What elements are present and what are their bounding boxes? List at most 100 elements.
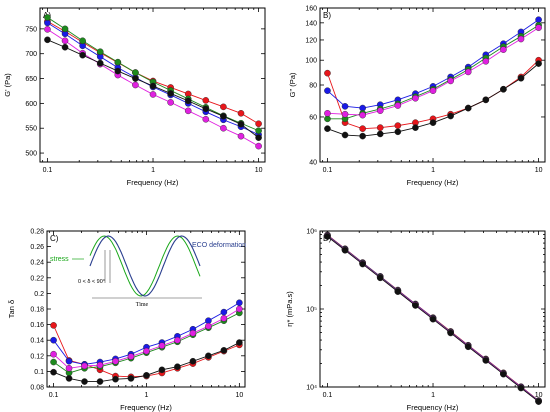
chart-panel-2: 0.1 1 10 40 60 80 100 120 140 160 Frequency (Hz) G"… bbox=[288, 6, 546, 187]
phase-inset: stress ECO deformation 0 < δ < 90° Time bbox=[50, 235, 246, 308]
data-point bbox=[255, 127, 262, 135]
plot-frame bbox=[39, 7, 266, 163]
x-axis-title: Frequency (Hz) bbox=[127, 178, 179, 187]
x-tick-label: 1 bbox=[151, 167, 155, 174]
data-point bbox=[447, 329, 454, 337]
data-point bbox=[149, 91, 157, 98]
plot-frame bbox=[46, 230, 246, 388]
x-tick-label: 1 bbox=[431, 392, 435, 399]
y-tick-label: 0.08 bbox=[30, 385, 44, 392]
series-5 bbox=[44, 36, 262, 141]
data-point bbox=[189, 329, 197, 337]
data-point bbox=[132, 75, 139, 82]
y-tick-label: 700 bbox=[25, 51, 37, 58]
data-point bbox=[202, 115, 210, 123]
data-point bbox=[482, 96, 490, 104]
data-point bbox=[324, 125, 331, 132]
data-point bbox=[500, 85, 507, 93]
series-3 bbox=[44, 14, 262, 135]
data-point bbox=[149, 82, 157, 90]
y-tick-label: 0.12 bbox=[30, 353, 44, 360]
y-tick-label: 10⁵ bbox=[306, 307, 317, 314]
y-tick-label: 40 bbox=[309, 160, 317, 167]
series-line bbox=[47, 21, 259, 125]
data-point bbox=[61, 25, 69, 33]
data-point bbox=[482, 58, 490, 65]
data-point bbox=[220, 308, 228, 316]
data-point bbox=[535, 398, 542, 405]
series-2 bbox=[50, 299, 243, 368]
series-2 bbox=[324, 16, 542, 112]
data-point bbox=[359, 111, 366, 119]
data-point bbox=[412, 94, 419, 102]
data-point bbox=[394, 128, 402, 136]
data-point bbox=[96, 48, 104, 56]
data-point bbox=[112, 357, 119, 365]
y-tick-label: 10⁶ bbox=[306, 229, 317, 236]
data-point bbox=[341, 103, 349, 110]
x-axis-title: Frequency (Hz) bbox=[407, 178, 459, 187]
x-tick-label: 1 bbox=[145, 392, 149, 399]
data-point bbox=[324, 115, 331, 123]
data-point bbox=[535, 16, 542, 24]
data-point bbox=[236, 339, 243, 346]
data-point bbox=[429, 87, 437, 94]
data-point bbox=[220, 112, 227, 120]
data-point bbox=[324, 110, 331, 117]
series-5 bbox=[50, 339, 243, 385]
data-point bbox=[184, 97, 192, 105]
data-point bbox=[464, 68, 472, 76]
data-point bbox=[50, 350, 57, 358]
data-point bbox=[324, 87, 331, 94]
y-axis-title: Tan δ bbox=[7, 300, 16, 318]
x-tick-label: 10 bbox=[235, 392, 243, 399]
series-line bbox=[327, 24, 539, 120]
y-tick-label: 60 bbox=[309, 114, 317, 121]
data-point bbox=[359, 125, 366, 132]
data-point bbox=[376, 124, 384, 131]
data-point bbox=[174, 363, 181, 371]
data-point bbox=[482, 357, 490, 364]
data-point bbox=[255, 120, 262, 128]
y-tick-label: 650 bbox=[25, 76, 37, 83]
data-point bbox=[517, 74, 525, 82]
y-tick-label: 0.1 bbox=[34, 369, 44, 376]
y-axis-title: G' (Pa) bbox=[3, 73, 12, 97]
chart-panel-1: 0.1 1 10 500 550 600 650 700 750 Frequency (Hz) G'… bbox=[3, 7, 266, 187]
data-point bbox=[114, 58, 122, 66]
data-point bbox=[127, 375, 135, 382]
data-point bbox=[96, 378, 104, 385]
data-point bbox=[205, 322, 212, 330]
data-point bbox=[341, 131, 349, 139]
data-point bbox=[50, 322, 57, 329]
series-line bbox=[47, 17, 259, 132]
stress-wave bbox=[89, 235, 201, 297]
data-point bbox=[167, 99, 174, 106]
data-point bbox=[132, 81, 139, 89]
series-5 bbox=[324, 60, 542, 140]
data-point bbox=[61, 43, 69, 51]
data-point bbox=[376, 130, 384, 138]
data-point bbox=[44, 36, 51, 44]
y-tick-label: 0.24 bbox=[30, 260, 44, 267]
data-point bbox=[81, 378, 88, 385]
data-point bbox=[255, 134, 262, 141]
data-point bbox=[412, 124, 419, 131]
data-point bbox=[112, 375, 119, 383]
data-point bbox=[189, 357, 197, 365]
x-tick-label: 10 bbox=[535, 167, 543, 174]
y-tick-label: 100 bbox=[305, 58, 317, 65]
data-point bbox=[255, 142, 262, 150]
data-point bbox=[65, 357, 73, 365]
plot-frame bbox=[319, 230, 546, 388]
x-axis-title: Frequency (Hz) bbox=[120, 403, 172, 412]
data-point bbox=[237, 110, 245, 117]
x-axis-title: Frequency (Hz) bbox=[407, 403, 459, 412]
y-tick-label: 0.16 bbox=[30, 322, 44, 329]
data-point bbox=[79, 37, 86, 45]
series-line bbox=[327, 27, 539, 116]
data-point bbox=[114, 67, 122, 75]
series-3 bbox=[50, 309, 243, 377]
data-point bbox=[341, 246, 349, 254]
